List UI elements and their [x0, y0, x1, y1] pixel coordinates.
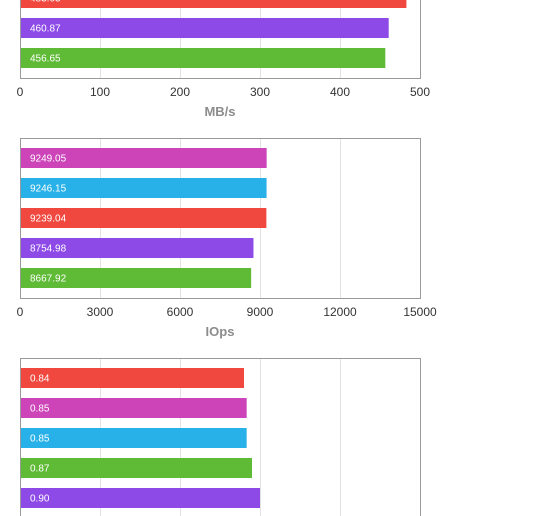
bar[interactable]: [21, 268, 252, 288]
bar-value-label: 0.85: [30, 404, 50, 415]
bar-value-label: 460.87: [30, 24, 61, 35]
x-tick-label: 500: [410, 85, 430, 99]
bar[interactable]: [21, 238, 254, 258]
bar-value-label: 8667.92: [30, 274, 67, 285]
x-axis-title: MB/s: [204, 104, 235, 119]
x-tick-label: 12000: [323, 305, 357, 319]
x-tick-label: 200: [170, 85, 190, 99]
bar[interactable]: [21, 148, 267, 168]
bar-value-label: 9249.05: [30, 154, 67, 165]
bar-value-label: 0.84: [30, 374, 50, 385]
bar-value-label: 456.65: [30, 54, 61, 65]
x-tick-label: 300: [250, 85, 270, 99]
x-tick-label: 6000: [167, 305, 194, 319]
x-tick-label: 0: [17, 305, 24, 319]
bar[interactable]: [21, 208, 267, 228]
bar[interactable]: [21, 488, 260, 508]
x-tick-label: 100: [90, 85, 110, 99]
bar[interactable]: [21, 428, 247, 448]
x-axis-title: IOps: [206, 324, 235, 339]
bar[interactable]: [21, 18, 389, 38]
bar-value-label: 8754.98: [30, 244, 67, 255]
x-tick-label: 400: [330, 85, 350, 99]
bar[interactable]: [21, 178, 267, 198]
bar-value-label: 0.90: [30, 494, 50, 505]
bar-value-label: 0.87: [30, 464, 50, 475]
bar[interactable]: [21, 0, 407, 8]
bar[interactable]: [21, 458, 252, 478]
x-tick-label: 15000: [403, 305, 437, 319]
bar-value-label: 0.85: [30, 434, 50, 445]
bar-value-label: 9239.04: [30, 214, 67, 225]
x-tick-label: 9000: [247, 305, 274, 319]
bar[interactable]: [21, 368, 244, 388]
x-tick-label: 0: [17, 85, 24, 99]
bar-value-label: 9246.15: [30, 184, 67, 195]
x-tick-label: 3000: [87, 305, 114, 319]
bar[interactable]: [21, 398, 247, 418]
bar-value-label: 483.03: [30, 0, 61, 5]
bar[interactable]: [21, 48, 386, 68]
